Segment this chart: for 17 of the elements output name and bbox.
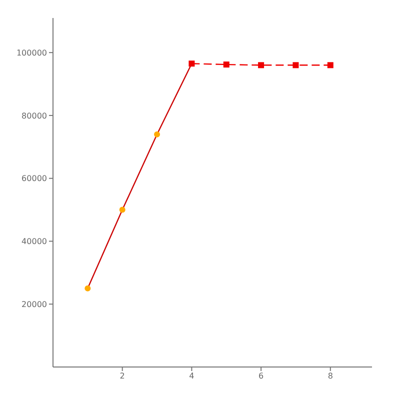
- x-tick-label: 8: [328, 372, 333, 381]
- point: [327, 62, 334, 68]
- point: [154, 131, 160, 138]
- x-tick-label: 2: [120, 372, 125, 381]
- y-tick-label: 80000: [22, 111, 47, 120]
- point: [258, 62, 264, 68]
- point: [223, 62, 230, 68]
- point: [292, 62, 299, 68]
- x-tick-label: 4: [189, 372, 194, 381]
- y-tick-label: 100000: [16, 48, 47, 58]
- point: [84, 285, 91, 292]
- y-tick-label: 60000: [22, 174, 47, 184]
- point: [188, 60, 195, 67]
- x-tick-label: 6: [258, 372, 264, 381]
- point: [119, 206, 126, 213]
- y-tick-label: 40000: [22, 237, 47, 246]
- y-tick-label: 20000: [22, 300, 47, 309]
